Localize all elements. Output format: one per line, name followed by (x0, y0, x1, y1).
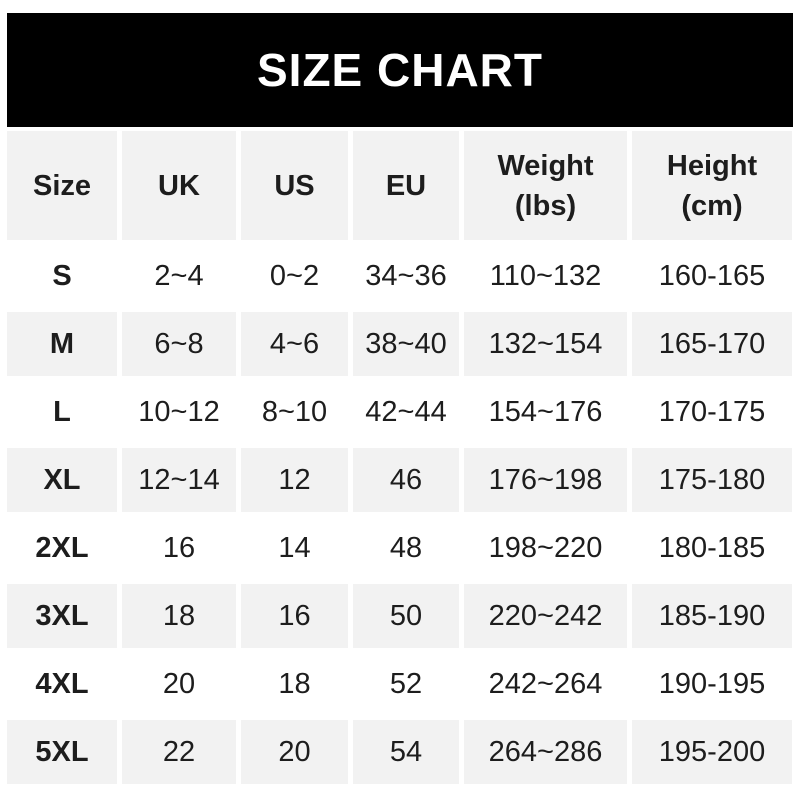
weight-value: 132~154 (464, 312, 627, 376)
eu-value: 46 (353, 448, 459, 512)
col-header-eu-label: EU (385, 169, 427, 202)
page-title: SIZE CHART (257, 44, 543, 96)
us-value: 8~10 (241, 380, 348, 444)
us-value: 16 (241, 584, 348, 648)
col-header-us: US (241, 131, 348, 240)
us-value: 20 (241, 720, 348, 784)
weight-value: 242~264 (464, 652, 627, 716)
eu-value: 48 (353, 516, 459, 580)
col-header-weight: Weight (lbs) (464, 131, 627, 240)
uk-value: 22 (122, 720, 236, 784)
col-header-height: Height (cm) (632, 131, 792, 240)
col-header-uk-label: UK (158, 169, 200, 202)
size-label: 3XL (7, 584, 117, 648)
eu-value: 50 (353, 584, 459, 648)
weight-value: 220~242 (464, 584, 627, 648)
weight-value: 264~286 (464, 720, 627, 784)
height-value: 190-195 (632, 652, 792, 716)
height-value: 195-200 (632, 720, 792, 784)
us-value: 4~6 (241, 312, 348, 376)
col-header-us-label: US (274, 169, 315, 202)
height-value: 165-170 (632, 312, 792, 376)
col-header-weight-label: Weight (497, 149, 594, 182)
size-label: 4XL (7, 652, 117, 716)
us-value: 14 (241, 516, 348, 580)
size-label: 5XL (7, 720, 117, 784)
col-header-weight-sub: (lbs) (514, 189, 577, 222)
size-label: XL (7, 448, 117, 512)
col-header-height-label: Height (666, 149, 758, 182)
uk-value: 2~4 (122, 244, 236, 308)
col-header-size-label: Size (32, 169, 92, 202)
title-banner: SIZE CHART (7, 13, 793, 127)
uk-value: 6~8 (122, 312, 236, 376)
height-value: 175-180 (632, 448, 792, 512)
eu-value: 42~44 (353, 380, 459, 444)
size-label: 2XL (7, 516, 117, 580)
weight-value: 176~198 (464, 448, 627, 512)
uk-value: 10~12 (122, 380, 236, 444)
height-value: 160-165 (632, 244, 792, 308)
us-value: 12 (241, 448, 348, 512)
us-value: 18 (241, 652, 348, 716)
height-value: 180-185 (632, 516, 792, 580)
uk-value: 20 (122, 652, 236, 716)
col-header-eu: EU (353, 131, 459, 240)
eu-value: 52 (353, 652, 459, 716)
eu-value: 38~40 (353, 312, 459, 376)
size-label: M (7, 312, 117, 376)
eu-value: 54 (353, 720, 459, 784)
weight-value: 110~132 (464, 244, 627, 308)
size-table: Size UK US EU Weight (lbs) Height (cm) (7, 131, 792, 784)
weight-value: 198~220 (464, 516, 627, 580)
us-value: 0~2 (241, 244, 348, 308)
height-value: 185-190 (632, 584, 792, 648)
eu-value: 34~36 (353, 244, 459, 308)
col-header-uk: UK (122, 131, 236, 240)
weight-value: 154~176 (464, 380, 627, 444)
size-label: L (7, 380, 117, 444)
uk-value: 18 (122, 584, 236, 648)
uk-value: 12~14 (122, 448, 236, 512)
size-label: S (7, 244, 117, 308)
uk-value: 16 (122, 516, 236, 580)
col-header-height-sub: (cm) (681, 189, 743, 222)
col-header-size: Size (7, 131, 117, 240)
height-value: 170-175 (632, 380, 792, 444)
